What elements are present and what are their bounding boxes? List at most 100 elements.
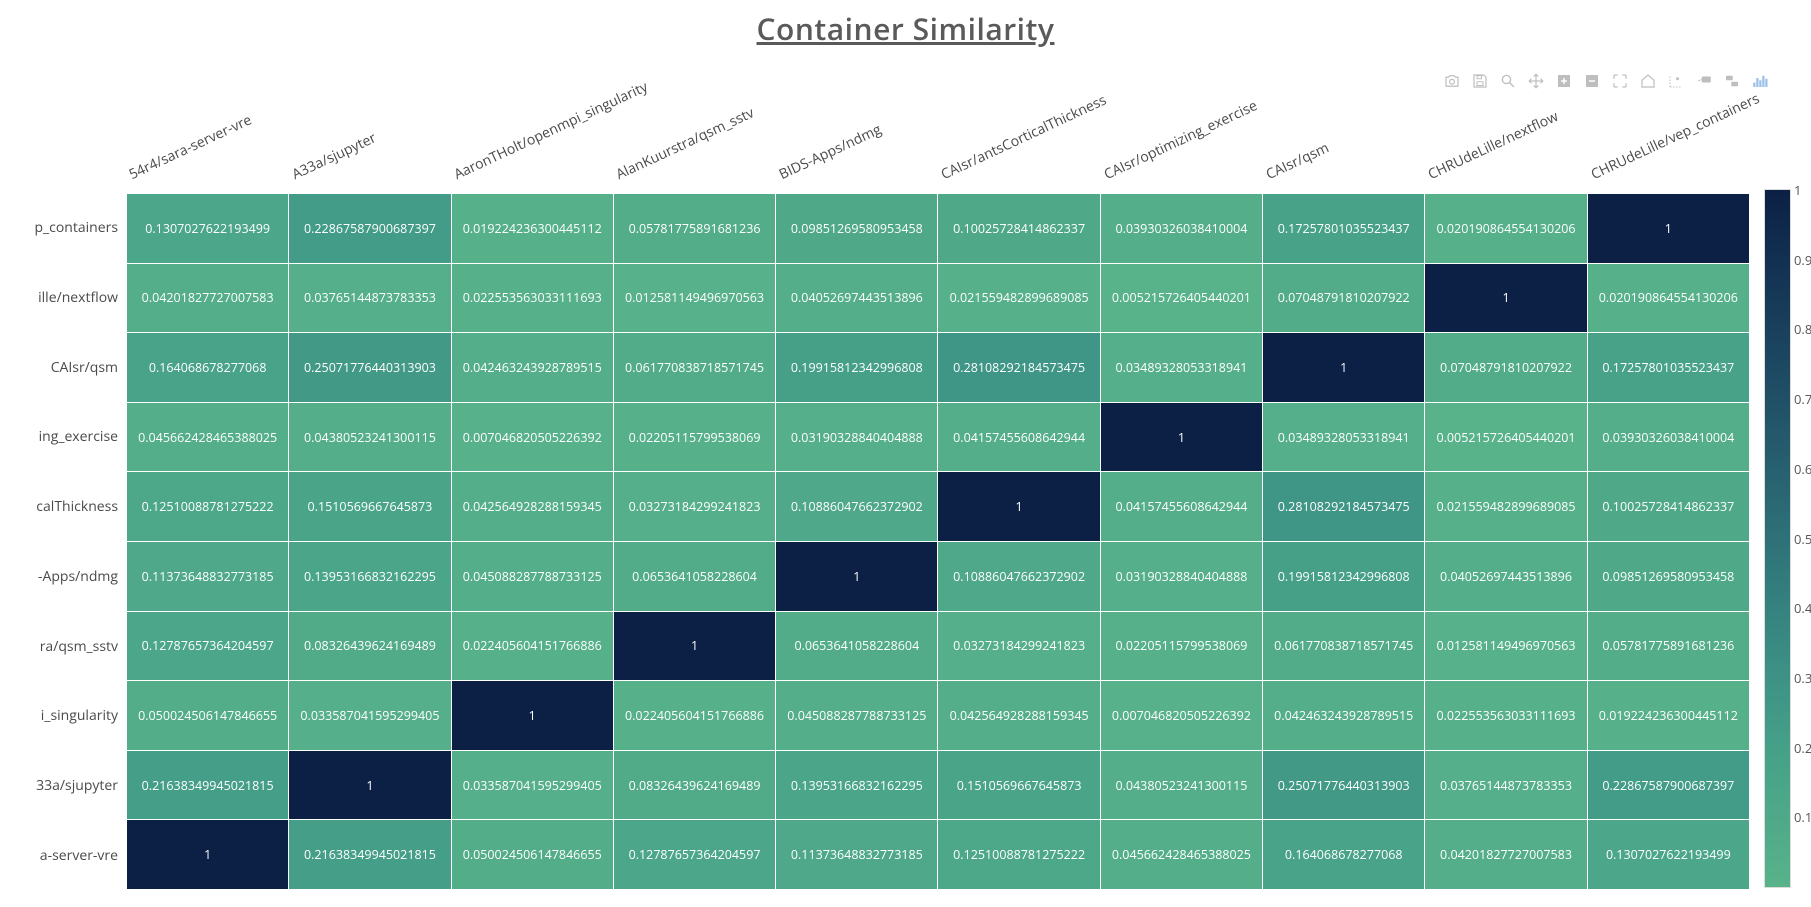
heatmap-cell[interactable]: 0.033587041595299405: [451, 750, 613, 820]
heatmap-cell[interactable]: 1: [289, 750, 451, 820]
heatmap-cell[interactable]: 0.012581149496970563: [613, 263, 775, 333]
heatmap-cell[interactable]: 0.02205115799538069: [1100, 611, 1262, 681]
heatmap-cell[interactable]: 0.022553563033111693: [451, 263, 613, 333]
heatmap-cell[interactable]: 0.1307027622193499: [127, 194, 289, 264]
heatmap-cell[interactable]: 0.007046820505226392: [451, 402, 613, 472]
heatmap-cell[interactable]: 1: [1263, 333, 1425, 403]
heatmap-cell[interactable]: 0.033587041595299405: [289, 681, 451, 751]
heatmap-cell[interactable]: 1: [1100, 402, 1262, 472]
heatmap-cell[interactable]: 0.02205115799538069: [613, 402, 775, 472]
heatmap-cell[interactable]: 0.1307027622193499: [1587, 820, 1749, 890]
heatmap-cell[interactable]: 0.019224236300445112: [1587, 681, 1749, 751]
heatmap-cell[interactable]: 0.13953166832162295: [776, 750, 938, 820]
heatmap-cell[interactable]: 0.022405604151766886: [613, 681, 775, 751]
heatmap-cell[interactable]: 0.045088287788733125: [451, 541, 613, 611]
heatmap-cell[interactable]: 0.07048791810207922: [1425, 333, 1587, 403]
heatmap-cell[interactable]: 1: [776, 541, 938, 611]
heatmap-cell[interactable]: 0.007046820505226392: [1100, 681, 1262, 751]
heatmap-cell[interactable]: 0.03765144873783353: [1425, 750, 1587, 820]
heatmap-cell[interactable]: 0.04201827727007583: [127, 263, 289, 333]
heatmap-cell[interactable]: 0.012581149496970563: [1425, 611, 1587, 681]
heatmap-cell[interactable]: 0.25071776440313903: [1263, 750, 1425, 820]
heatmap-cell[interactable]: 0.022553563033111693: [1425, 681, 1587, 751]
heatmap-cell[interactable]: 0.042463243928789515: [451, 333, 613, 403]
heatmap-cell[interactable]: 0.04157455608642944: [1100, 472, 1262, 542]
heatmap-cell[interactable]: 0.03489328053318941: [1263, 402, 1425, 472]
heatmap-cell[interactable]: 0.17257801035523437: [1587, 333, 1749, 403]
heatmap-cell[interactable]: 0.042564928288159345: [938, 681, 1100, 751]
heatmap-cell[interactable]: 0.07048791810207922: [1263, 263, 1425, 333]
heatmap-cell[interactable]: 0.020190864554130206: [1587, 263, 1749, 333]
heatmap-cell[interactable]: 1: [1587, 194, 1749, 264]
heatmap-cell[interactable]: 0.045662428465388025: [1100, 820, 1262, 890]
heatmap-cell[interactable]: 0.22867587900687397: [1587, 750, 1749, 820]
heatmap-grid[interactable]: 0.13070276221934990.228675879006873970.0…: [126, 193, 1750, 890]
heatmap-cell[interactable]: 0.1510569667645873: [289, 472, 451, 542]
heatmap-cell[interactable]: 0.05781775891681236: [613, 194, 775, 264]
heatmap-cell[interactable]: 1: [451, 681, 613, 751]
heatmap-cell[interactable]: 0.042463243928789515: [1263, 681, 1425, 751]
heatmap-cell[interactable]: 1: [127, 820, 289, 890]
heatmap-cell[interactable]: 0.03273184299241823: [613, 472, 775, 542]
heatmap-cell[interactable]: 0.13953166832162295: [289, 541, 451, 611]
heatmap-cell[interactable]: 0.19915812342996808: [1263, 541, 1425, 611]
heatmap-cell[interactable]: 0.05781775891681236: [1587, 611, 1749, 681]
heatmap-cell[interactable]: 0.03273184299241823: [938, 611, 1100, 681]
heatmap-cell[interactable]: 0.045088287788733125: [776, 681, 938, 751]
heatmap-cell[interactable]: 0.005215726405440201: [1425, 402, 1587, 472]
heatmap-cell[interactable]: 0.04380523241300115: [1100, 750, 1262, 820]
heatmap-cell[interactable]: 0.04157455608642944: [938, 402, 1100, 472]
heatmap-cell[interactable]: 0.03489328053318941: [1100, 333, 1262, 403]
heatmap-cell[interactable]: 0.04380523241300115: [289, 402, 451, 472]
heatmap-cell[interactable]: 0.12510088781275222: [127, 472, 289, 542]
heatmap-cell[interactable]: 0.022405604151766886: [451, 611, 613, 681]
heatmap-cell[interactable]: 0.10025728414862337: [938, 194, 1100, 264]
heatmap-cell[interactable]: 0.12787657364204597: [613, 820, 775, 890]
heatmap-cell[interactable]: 0.08326439624169489: [289, 611, 451, 681]
heatmap-cell[interactable]: 0.0653641058228604: [776, 611, 938, 681]
heatmap-cell[interactable]: 0.09851269580953458: [776, 194, 938, 264]
heatmap-cell[interactable]: 0.061770838718571745: [613, 333, 775, 403]
heatmap-cell[interactable]: 0.25071776440313903: [289, 333, 451, 403]
heatmap-cell[interactable]: 0.04052697443513896: [776, 263, 938, 333]
heatmap-cell[interactable]: 0.020190864554130206: [1425, 194, 1587, 264]
heatmap-cell[interactable]: 0.03765144873783353: [289, 263, 451, 333]
heatmap-cell[interactable]: 1: [938, 472, 1100, 542]
heatmap-cell[interactable]: 0.050024506147846655: [127, 681, 289, 751]
heatmap-cell[interactable]: 0.03190328840404888: [1100, 541, 1262, 611]
heatmap-cell[interactable]: 0.050024506147846655: [451, 820, 613, 890]
heatmap-cell[interactable]: 0.005215726405440201: [1100, 263, 1262, 333]
heatmap-cell[interactable]: 0.28108292184573475: [938, 333, 1100, 403]
heatmap-cell[interactable]: 0.17257801035523437: [1263, 194, 1425, 264]
heatmap-cell[interactable]: 0.21638349945021815: [127, 750, 289, 820]
heatmap-cell[interactable]: 0.12787657364204597: [127, 611, 289, 681]
heatmap-cell[interactable]: 0.019224236300445112: [451, 194, 613, 264]
heatmap-cell[interactable]: 0.04201827727007583: [1425, 820, 1587, 890]
heatmap-cell[interactable]: 0.042564928288159345: [451, 472, 613, 542]
heatmap-cell[interactable]: 0.10886047662372902: [776, 472, 938, 542]
heatmap-cell[interactable]: 0.03190328840404888: [776, 402, 938, 472]
heatmap-cell[interactable]: 0.21638349945021815: [289, 820, 451, 890]
heatmap-cell[interactable]: 0.22867587900687397: [289, 194, 451, 264]
heatmap-cell[interactable]: 0.164068678277068: [127, 333, 289, 403]
heatmap-cell[interactable]: 0.03930326038410004: [1100, 194, 1262, 264]
heatmap-cell[interactable]: 0.04052697443513896: [1425, 541, 1587, 611]
heatmap-cell[interactable]: 0.09851269580953458: [1587, 541, 1749, 611]
heatmap-cell[interactable]: 0.03930326038410004: [1587, 402, 1749, 472]
heatmap-cell[interactable]: 0.08326439624169489: [613, 750, 775, 820]
heatmap-cell[interactable]: 1: [613, 611, 775, 681]
heatmap-cell[interactable]: 0.021559482899689085: [1425, 472, 1587, 542]
heatmap-cell[interactable]: 0.045662428465388025: [127, 402, 289, 472]
heatmap-cell[interactable]: 1: [1425, 263, 1587, 333]
heatmap-cell[interactable]: 0.164068678277068: [1263, 820, 1425, 890]
heatmap-cell[interactable]: 0.10886047662372902: [938, 541, 1100, 611]
heatmap-cell[interactable]: 0.021559482899689085: [938, 263, 1100, 333]
heatmap-cell[interactable]: 0.11373648832773185: [127, 541, 289, 611]
heatmap-cell[interactable]: 0.1510569667645873: [938, 750, 1100, 820]
heatmap-cell[interactable]: 0.0653641058228604: [613, 541, 775, 611]
heatmap-cell[interactable]: 0.061770838718571745: [1263, 611, 1425, 681]
heatmap-cell[interactable]: 0.11373648832773185: [776, 820, 938, 890]
heatmap-cell[interactable]: 0.28108292184573475: [1263, 472, 1425, 542]
heatmap-cell[interactable]: 0.10025728414862337: [1587, 472, 1749, 542]
heatmap-cell[interactable]: 0.19915812342996808: [776, 333, 938, 403]
